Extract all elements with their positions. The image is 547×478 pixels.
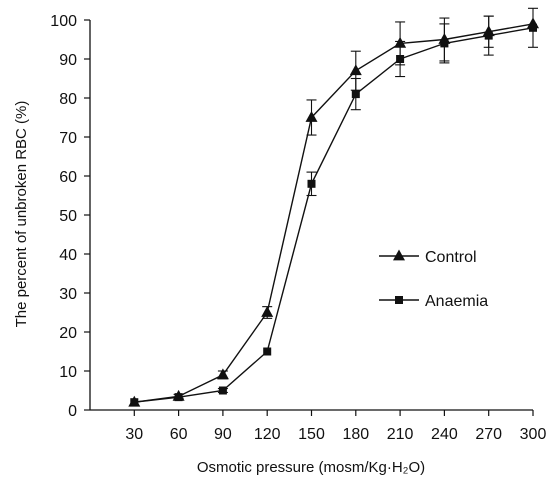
data-point bbox=[529, 23, 537, 32]
data-point bbox=[484, 31, 493, 40]
data-point bbox=[261, 305, 274, 317]
y-tick-label: 70 bbox=[59, 130, 77, 147]
legend-item-anaemia: Anaemia bbox=[379, 293, 488, 310]
data-point bbox=[305, 110, 318, 122]
x-tick-label: 60 bbox=[170, 426, 188, 443]
legend: Control Anaemia bbox=[379, 249, 488, 310]
legend-item-control: Control bbox=[379, 249, 477, 266]
y-tick-label: 50 bbox=[59, 208, 77, 225]
legend-marker bbox=[393, 249, 405, 261]
series-line bbox=[134, 23, 534, 403]
data-point bbox=[396, 55, 405, 63]
data-point bbox=[216, 368, 229, 380]
x-axis-title: Osmotic pressure (mosm/Kg·H₂O) bbox=[197, 459, 425, 476]
data-point bbox=[351, 90, 360, 99]
y-tick-label: 30 bbox=[59, 286, 77, 303]
legend-label: Anaemia bbox=[425, 293, 488, 310]
axes: 0 10 20 30 40 50 60 70 80 90 100 30 60 90 120 150 180 210… bbox=[50, 13, 546, 443]
y-tick-label: 20 bbox=[59, 325, 77, 342]
series-layer bbox=[128, 7, 539, 407]
data-point bbox=[263, 347, 272, 356]
y-tick-label: 0 bbox=[68, 403, 77, 420]
y-tick-label: 90 bbox=[59, 52, 77, 69]
data-point bbox=[174, 393, 183, 402]
legend-marker bbox=[395, 296, 403, 304]
data-point bbox=[440, 39, 449, 48]
data-point bbox=[130, 398, 139, 407]
series-control bbox=[128, 15, 539, 407]
x-tick-label: 150 bbox=[298, 426, 325, 443]
y-tick-label: 40 bbox=[59, 247, 77, 264]
data-point bbox=[307, 179, 316, 188]
x-tick-label: 120 bbox=[254, 426, 281, 443]
y-tick-label: 10 bbox=[59, 364, 77, 381]
x-tick-label: 30 bbox=[125, 426, 143, 443]
data-point bbox=[218, 386, 227, 395]
y-tick-label: 80 bbox=[59, 91, 77, 108]
x-tick-label: 270 bbox=[475, 426, 502, 443]
data-point bbox=[349, 64, 362, 76]
y-tick-label: 100 bbox=[50, 13, 77, 30]
x-tick-label: 90 bbox=[214, 426, 232, 443]
x-tick-label: 210 bbox=[387, 426, 414, 443]
y-axis-title: The percent of unbroken RBC (%) bbox=[13, 101, 30, 328]
y-tick-label: 60 bbox=[59, 169, 77, 186]
legend-label: Control bbox=[425, 249, 477, 266]
x-tick-label: 240 bbox=[431, 426, 458, 443]
x-tick-label: 300 bbox=[520, 426, 547, 443]
series-anaemia bbox=[130, 7, 538, 407]
series-line bbox=[134, 27, 534, 403]
x-tick-label: 180 bbox=[342, 426, 369, 443]
